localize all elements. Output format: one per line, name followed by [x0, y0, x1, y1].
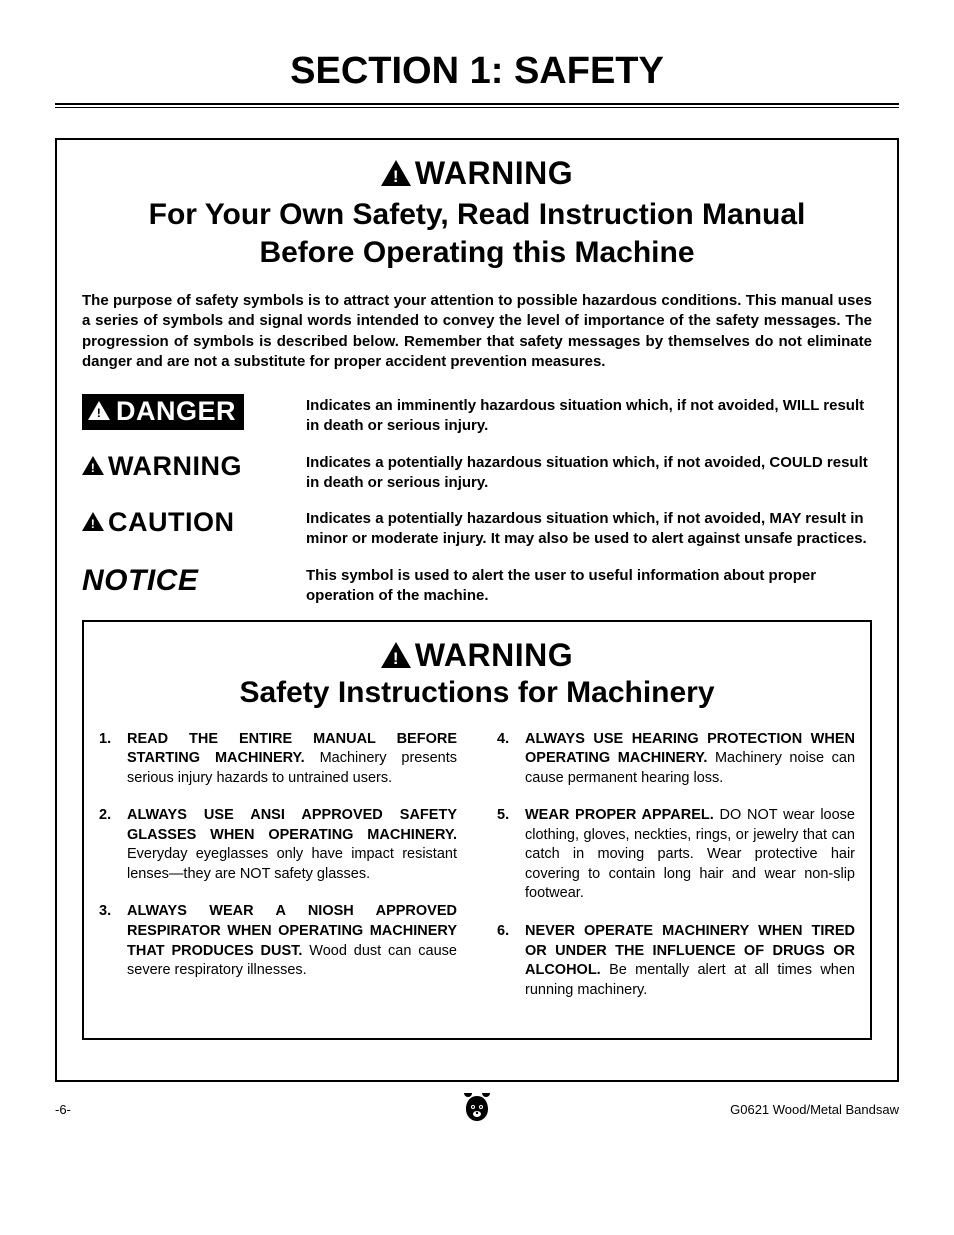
panel-subtitle: For Your Own Safety, Read Instruction Ma…: [112, 196, 842, 271]
list-item: 5.WEAR PROPER APPAREL. DO NOT wear loose…: [497, 806, 855, 904]
model-label: G0621 Wood/Metal Bandsaw: [730, 1102, 899, 1117]
svg-text:!: !: [91, 517, 96, 531]
list-item: 4.ALWAYS USE HEARING PROTECTION WHEN OPE…: [497, 730, 855, 789]
item-text: WEAR PROPER APPAREL. DO NOT wear loose c…: [525, 806, 855, 904]
warning-desc: Indicates a potentially hazardous situat…: [306, 451, 872, 494]
item-number: 3.: [99, 902, 117, 980]
alert-triangle-icon: !: [82, 507, 104, 538]
signal-row-caution: ! CAUTION Indicates a potentially hazard…: [82, 507, 872, 550]
warning-word: WARNING: [108, 451, 242, 482]
signal-row-warning: ! WARNING Indicates a potentially hazard…: [82, 451, 872, 494]
alert-triangle-icon: !: [82, 451, 104, 482]
svg-text:!: !: [393, 649, 399, 668]
svg-text:!: !: [91, 461, 96, 475]
danger-word: DANGER: [116, 396, 236, 427]
item-number: 6.: [497, 922, 515, 1000]
signal-row-danger: ! DANGER Indicates an imminently hazardo…: [82, 394, 872, 437]
list-item: 1.READ THE ENTIRE MANUAL BEFORE STARTING…: [99, 730, 457, 789]
warning-badge: ! WARNING: [82, 451, 242, 482]
page-footer: -6- G0621 Wood/Metal Bandsaw: [55, 1102, 899, 1117]
warning-header: ! WARNING: [82, 155, 872, 192]
item-text: READ THE ENTIRE MANUAL BEFORE STARTING M…: [127, 730, 457, 789]
alert-triangle-icon: !: [381, 160, 411, 186]
warning-panel-2: ! WARNING Safety Instructions for Machin…: [82, 620, 872, 1040]
caution-desc: Indicates a potentially hazardous situat…: [306, 507, 872, 550]
signal-row-notice: NOTICE This symbol is used to alert the …: [82, 564, 872, 607]
notice-desc: This symbol is used to alert the user to…: [306, 564, 872, 607]
divider: [55, 107, 899, 108]
svg-text:!: !: [393, 167, 399, 186]
alert-triangle-icon: !: [88, 396, 110, 427]
item-text: ALWAYS USE ANSI APPROVED SAFETY GLASSES …: [127, 806, 457, 884]
item-number: 5.: [497, 806, 515, 904]
list-item: 2.ALWAYS USE ANSI APPROVED SAFETY GLASSE…: [99, 806, 457, 884]
svg-text:!: !: [97, 406, 102, 420]
caution-word: CAUTION: [108, 507, 235, 538]
list-item: 6.NEVER OPERATE MACHINERY WHEN TIRED OR …: [497, 922, 855, 1000]
list-item: 3.ALWAYS WEAR A NIOSH APPROVED RESPIRATO…: [99, 902, 457, 980]
warning-panel-1: ! WARNING For Your Own Safety, Read Inst…: [55, 138, 899, 1082]
bear-logo-icon: [462, 1093, 492, 1126]
left-column: 1.READ THE ENTIRE MANUAL BEFORE STARTING…: [99, 730, 457, 1019]
panel2-subtitle: Safety Instructions for Machinery: [99, 674, 855, 712]
instructions-columns: 1.READ THE ENTIRE MANUAL BEFORE STARTING…: [99, 730, 855, 1019]
page-number: -6-: [55, 1102, 71, 1117]
item-text: ALWAYS USE HEARING PROTECTION WHEN OPERA…: [525, 730, 855, 789]
item-number: 1.: [99, 730, 117, 789]
notice-word: NOTICE: [82, 564, 198, 598]
caution-badge: ! CAUTION: [82, 507, 235, 538]
warning-word: WARNING: [415, 637, 573, 673]
section-title: SECTION 1: SAFETY: [55, 50, 899, 105]
item-text: NEVER OPERATE MACHINERY WHEN TIRED OR UN…: [525, 922, 855, 1000]
right-column: 4.ALWAYS USE HEARING PROTECTION WHEN OPE…: [497, 730, 855, 1019]
item-text: ALWAYS WEAR A NIOSH APPROVED RESPIRATOR …: [127, 902, 457, 980]
warning-word: WARNING: [415, 155, 573, 191]
alert-triangle-icon: !: [381, 642, 411, 668]
item-number: 2.: [99, 806, 117, 884]
item-number: 4.: [497, 730, 515, 789]
danger-badge: ! DANGER: [82, 394, 244, 430]
warning-header: ! WARNING: [99, 637, 855, 674]
danger-desc: Indicates an imminently hazardous situat…: [306, 394, 872, 437]
intro-text: The purpose of safety symbols is to attr…: [82, 291, 872, 372]
